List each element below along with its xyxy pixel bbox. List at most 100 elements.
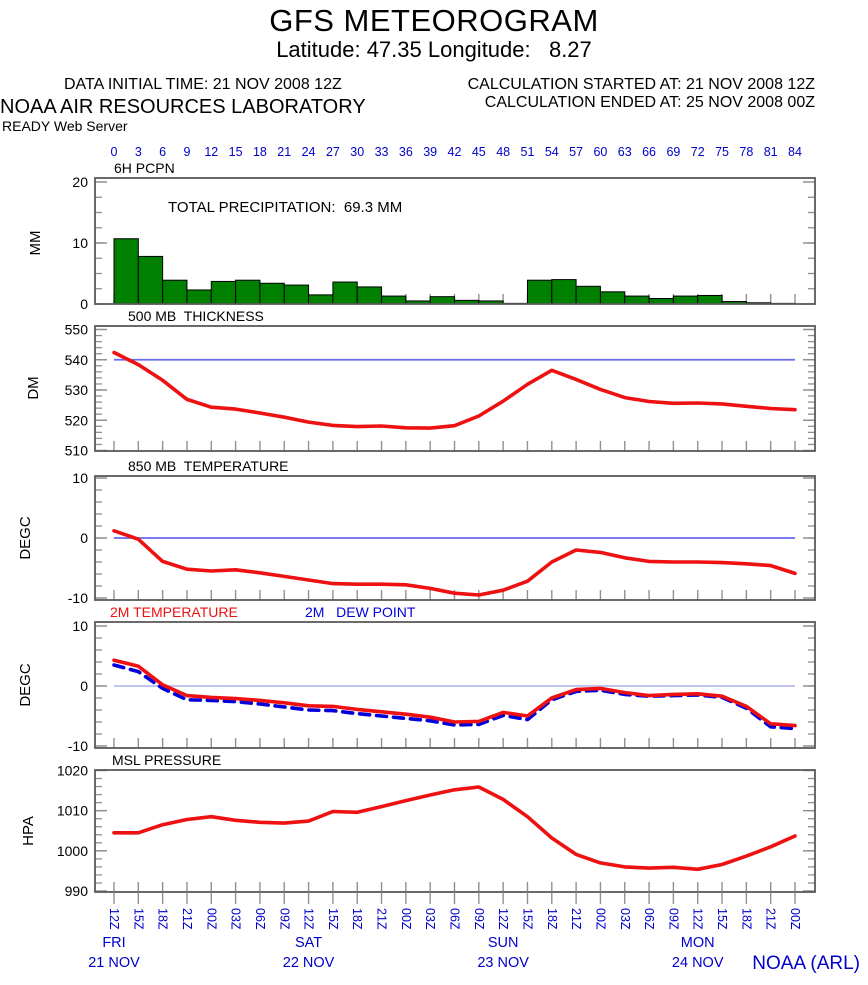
hour-label: 30	[350, 145, 364, 159]
organization-name: NOAA AIR RESOURCES LABORATORY	[0, 96, 366, 118]
y-axis-unit-label: DEGC	[17, 663, 34, 707]
y-axis-unit-label: DM	[25, 376, 42, 399]
hour-label: 0	[111, 145, 118, 159]
y-tick-label: 550	[65, 322, 89, 338]
y-axis-unit-label: HPA	[20, 816, 37, 846]
precip-bar	[162, 279, 188, 305]
hour-label: 78	[739, 145, 753, 159]
y-tick-label: -10	[68, 590, 88, 606]
msl-pressure-line	[112, 785, 797, 872]
time-label: 18Z	[739, 908, 753, 930]
precip-bar	[672, 295, 699, 305]
time-label: 09Z	[277, 908, 291, 930]
time-label: 00Z	[788, 908, 802, 930]
precip-bar	[283, 284, 310, 305]
time-label: 03Z	[423, 908, 437, 930]
y-tick-label: 10	[72, 470, 88, 486]
y-tick-label: 520	[65, 412, 89, 428]
hour-label: 27	[326, 145, 340, 159]
time-label: 12Z	[107, 908, 121, 930]
hour-label: 51	[521, 145, 535, 159]
time-label: 03Z	[229, 908, 243, 930]
page-subtitle: Latitude: 47.35 Longitude: 8.27	[276, 37, 592, 62]
500-mb-thickness-line	[112, 350, 797, 430]
day-name-label: FRI	[102, 935, 125, 951]
day-date-label: 23 NOV	[477, 955, 529, 971]
850-mb-temperature-line	[112, 528, 797, 597]
calc-ended-label: CALCULATION ENDED AT: 25 NOV 2008 00Z	[484, 94, 815, 111]
time-label: 06Z	[448, 908, 462, 930]
time-label: 21Z	[180, 908, 194, 930]
time-label: 00Z	[399, 908, 413, 930]
precip-bar	[356, 286, 383, 305]
time-label: 09Z	[472, 908, 486, 930]
y-tick-label: 1000	[57, 843, 88, 859]
time-label: 18Z	[350, 908, 364, 930]
time-label: 15Z	[715, 908, 729, 930]
y-tick-label: 990	[65, 883, 89, 899]
hour-label: 66	[642, 145, 656, 159]
hour-label: 60	[593, 145, 607, 159]
panel-frame	[94, 621, 816, 749]
hour-label: 36	[399, 145, 413, 159]
hour-label: 21	[277, 145, 291, 159]
y-tick-label: -10	[68, 738, 88, 754]
y-axis-unit-label: MM	[27, 231, 44, 256]
credit-label: NOAA (ARL)	[752, 953, 860, 974]
time-label: 15Z	[520, 908, 534, 930]
y-tick-label: 0	[80, 678, 88, 694]
precip-bar	[113, 238, 139, 305]
precip-bar	[332, 281, 358, 305]
y-tick-label: 10	[72, 235, 88, 251]
precip-bar	[624, 295, 650, 305]
hour-label: 15	[229, 145, 243, 159]
hour-label: 18	[253, 145, 267, 159]
hour-label: 45	[472, 145, 486, 159]
hour-label: 42	[448, 145, 462, 159]
day-date-label: 21 NOV	[88, 955, 140, 971]
hour-label: 57	[569, 145, 583, 159]
day-date-label: 24 NOV	[672, 955, 724, 971]
time-label: 18Z	[156, 908, 170, 930]
hour-label: 72	[691, 145, 705, 159]
day-date-label: 22 NOV	[283, 955, 335, 971]
time-label: 21Z	[764, 908, 778, 930]
hour-label: 84	[788, 145, 802, 159]
precip-bar	[235, 279, 261, 305]
time-label: 00Z	[593, 908, 607, 930]
panel-title: 850 MB TEMPERATURE	[128, 458, 289, 474]
day-name-label: SAT	[295, 935, 322, 951]
precip-bar	[381, 295, 407, 305]
precip-bar	[599, 291, 626, 305]
hour-label: 63	[618, 145, 632, 159]
calc-started-label: CALCULATION STARTED AT: 21 NOV 2008 12Z	[467, 76, 815, 93]
time-label: 15Z	[326, 908, 340, 930]
panel-title: 6H PCPN	[114, 160, 175, 176]
panel-frame	[94, 475, 816, 601]
data-initial-time: DATA INITIAL TIME: 21 NOV 2008 12Z	[64, 76, 342, 93]
ready-server-label: READY Web Server	[2, 118, 128, 134]
precip-bar	[575, 285, 601, 305]
time-label: 12Z	[302, 908, 316, 930]
hour-axis: 0 3 6 9 12 15 18 21 24 27 30 33 36 39 42 45 48 51 54 57 60 63…	[111, 145, 802, 159]
precip-bar	[551, 279, 577, 305]
panel-title-secondary: 2M DEW POINT	[305, 604, 416, 620]
hour-label: 81	[764, 145, 778, 159]
day-name-label: SUN	[488, 935, 519, 951]
y-axis-unit-label: DEGC	[17, 516, 34, 560]
time-label: 15Z	[131, 908, 145, 930]
hour-label: 24	[302, 145, 316, 159]
time-label: 00Z	[204, 908, 218, 930]
precip-bar	[186, 289, 212, 305]
time-label: 09Z	[666, 908, 680, 930]
page-title: GFS METEOROGRAM	[269, 3, 599, 38]
time-label: 12Z	[691, 908, 705, 930]
time-axis: 12Z 15Z 18Z 21Z 00Z 03Z 06Z 09Z 12Z 15Z 18Z 21Z 00Z 0…	[88, 892, 802, 971]
precip-bar	[526, 279, 553, 305]
precip-bar	[210, 280, 237, 305]
total-precipitation-label: TOTAL PRECIPITATION: 69.3 MM	[168, 199, 402, 216]
y-tick-label: 1020	[57, 763, 88, 779]
hour-label: 6	[159, 145, 166, 159]
hour-label: 75	[715, 145, 729, 159]
